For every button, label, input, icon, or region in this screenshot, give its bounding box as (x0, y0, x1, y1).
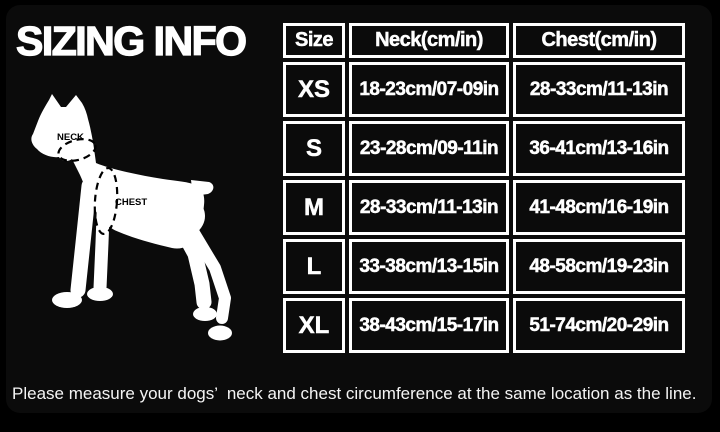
size-cell: L (283, 239, 345, 294)
dog-silhouette-icon: NECK CHEST (31, 94, 232, 341)
size-cell: XL (283, 298, 345, 353)
neck-label: NECK (57, 132, 84, 143)
table-row: M 28-33cm/11-13in 41-48cm/16-19in (283, 180, 685, 235)
page-title: SIZING INFO (15, 17, 247, 64)
size-cell: XS (283, 62, 345, 117)
table-row: S 23-28cm/09-11in 36-41cm/13-16in (283, 121, 685, 176)
neck-cell: 23-28cm/09-11in (349, 121, 509, 176)
chest-cell: 28-33cm/11-13in (513, 62, 685, 117)
chest-cell: 51-74cm/20-29in (513, 298, 685, 353)
table-row: XS 18-23cm/07-09in 28-33cm/11-13in (283, 62, 685, 117)
neck-measure-line (57, 138, 97, 162)
header-neck: Neck(cm/in) (349, 23, 509, 58)
header-size: Size (283, 23, 345, 58)
size-cell: S (283, 121, 345, 176)
dog-tail-shape (191, 180, 214, 196)
size-chart-table: Size Neck(cm/in) Chest(cm/in) XS 18-23cm… (279, 19, 689, 357)
chest-label: CHEST (115, 197, 147, 208)
header-chest: Chest(cm/in) (513, 23, 685, 58)
dog-measurement-diagram: NECK CHEST (25, 88, 260, 353)
neck-cell: 33-38cm/13-15in (349, 239, 509, 294)
chest-measure-line (93, 166, 119, 236)
neck-cell: 28-33cm/11-13in (349, 180, 509, 235)
chest-cell: 36-41cm/13-16in (513, 121, 685, 176)
neck-cell: 18-23cm/07-09in (349, 62, 509, 117)
neck-cell: 38-43cm/15-17in (349, 298, 509, 353)
measurement-instruction-note: Please measure your dogs’ neck and chest… (12, 384, 697, 403)
table-row: L 33-38cm/13-15in 48-58cm/19-23in (283, 239, 685, 294)
table-header-row: Size Neck(cm/in) Chest(cm/in) (283, 23, 685, 58)
size-cell: M (283, 180, 345, 235)
table-row: XL 38-43cm/15-17in 51-74cm/20-29in (283, 298, 685, 353)
chest-cell: 48-58cm/19-23in (513, 239, 685, 294)
chest-cell: 41-48cm/16-19in (513, 180, 685, 235)
